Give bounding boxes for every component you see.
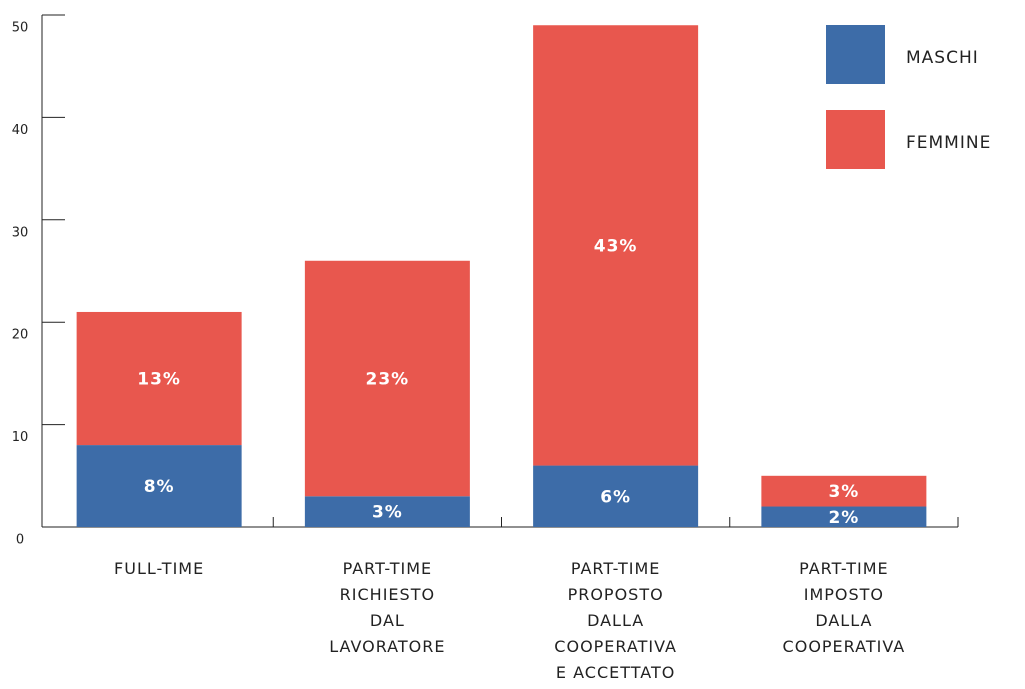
data-label: 43% <box>594 236 638 256</box>
bar-segment <box>533 25 699 466</box>
data-label: 8% <box>144 477 175 497</box>
legend-swatch <box>826 110 885 169</box>
legend-label: MASCHI <box>906 48 979 68</box>
x-tick-label: PART-TIME PROPOSTO DALLA COOPERATIVA E A… <box>554 559 677 682</box>
x-tick-label: PART-TIME IMPOSTO DALLA COOPERATIVA <box>782 559 906 656</box>
bar-segment <box>76 445 242 527</box>
legend-label: FEMMINE <box>906 133 991 153</box>
data-label: 2% <box>828 508 859 528</box>
x-tick-label: FULL-TIME <box>114 559 205 578</box>
data-label: 3% <box>828 482 859 502</box>
legend-swatch <box>826 25 885 84</box>
y-tick-label: 0 <box>16 533 24 548</box>
x-tick-label: PART-TIME RICHIESTO DAL LAVORATORE <box>329 559 446 656</box>
y-tick-label: 10 <box>12 430 29 445</box>
bar-segment <box>761 506 927 527</box>
bar-segment <box>76 311 242 446</box>
y-tick-label: 30 <box>12 225 29 240</box>
data-label: 13% <box>137 370 181 390</box>
y-tick-label: 20 <box>12 328 29 343</box>
data-label: 6% <box>600 487 631 507</box>
y-tick-label: 50 <box>12 21 29 36</box>
data-label: 3% <box>372 503 403 523</box>
bar-segment <box>304 260 470 497</box>
data-label: 23% <box>366 370 410 390</box>
bar-segment <box>533 465 699 527</box>
bar-segment <box>761 475 927 507</box>
bar-segment <box>304 496 470 527</box>
y-tick-label: 40 <box>12 123 29 138</box>
